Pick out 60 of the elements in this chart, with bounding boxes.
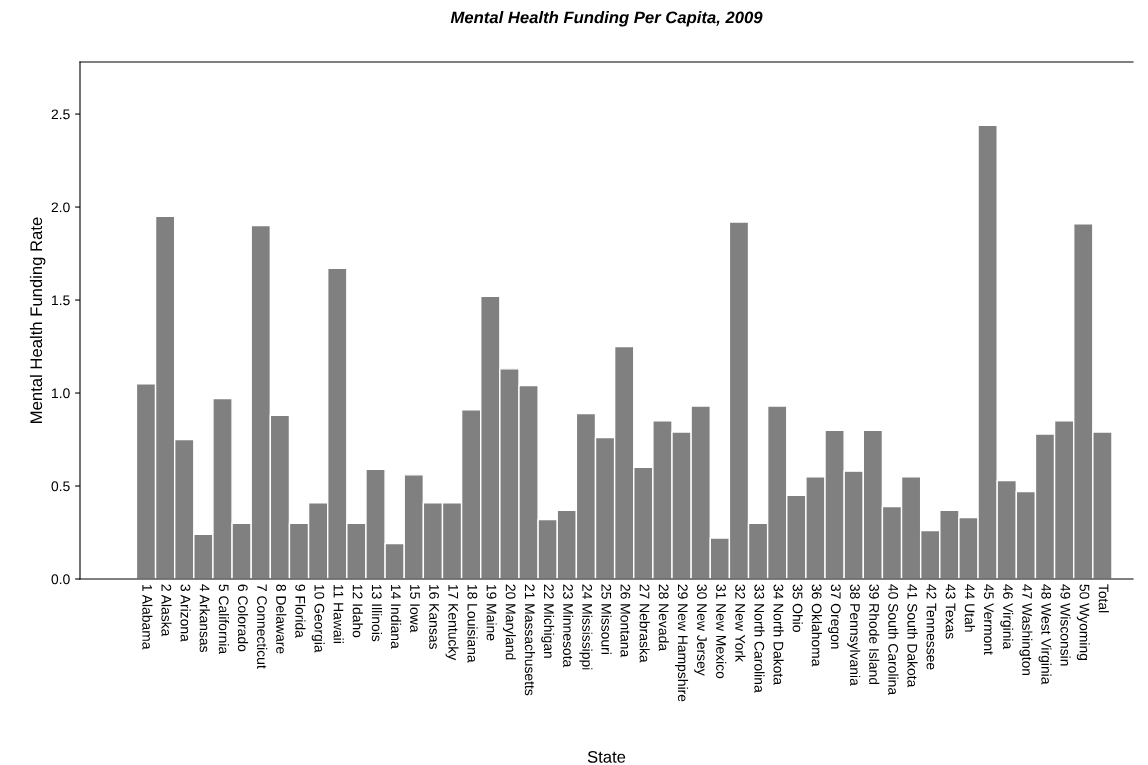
x-tick-label: 3 Arizona [180,584,191,642]
x-tick-label: 36 Oklahoma [811,584,822,667]
x-tick-label: 48 West Virginia [1038,584,1052,685]
y-tick-label: 0.5 [51,481,70,492]
x-tick-label: 49 Wisconsin [1060,584,1071,666]
x-tick-label: 29 New Hampshire [675,584,689,702]
x-tick-label: 12 Idaho [352,584,363,638]
x-tick-label: 15 Iowa [410,584,420,633]
x-tick-label: 14 Indiana [390,584,402,649]
x-tick-label: 9 Florida [295,584,306,638]
x-tick-label: 18 Louisiana [467,584,478,663]
x-tick-label: 23 Minnesota [563,584,574,668]
x-tick-label: 34 North Dakota [773,584,784,685]
y-tick-label: 1.0 [52,388,70,399]
x-tick-label: 45 Vermont [983,584,994,655]
x-tick-label: 47 Washington [1019,584,1033,676]
x-tick-label: 21 Massachusetts [524,584,536,696]
x-tick-label: 39 Rhode Island [869,584,880,685]
x-tick-label: 16 Kansas [429,584,440,649]
x-tick-label: 19 Maine [486,584,497,641]
x-axis-title: State [587,751,626,763]
x-tick-label: Total [1098,584,1109,613]
x-tick-label: 8 Delaware [276,584,287,654]
x-tick-label: 26 Montana [620,584,631,658]
x-tick-label: 42 Tennessee [926,584,937,670]
y-tick-label: 1.5 [52,295,70,306]
x-tick-label: 11 Hawaii [333,584,344,643]
x-tick-label: 33 North Carolina [754,584,765,693]
y-tick-label: 2.0 [51,202,70,213]
x-tick-label: 4 Arkansas [199,584,210,653]
x-tick-label: 30 New Jersey [694,584,707,676]
x-tick-label: 46 Virginia [1000,584,1014,650]
x-tick-label: 13 Illinois [371,584,382,642]
x-tick-label: 50 Wyoming [1076,584,1090,661]
x-tick-label: 44 Utah [964,584,975,632]
x-tick-label: 31 New Mexico [716,584,727,679]
y-tick-label: 0.0 [51,574,70,585]
chart-title: Mental Health Funding Per Capita, 2009 [450,11,763,27]
x-tick-label: 6 Colorado [237,584,249,652]
x-tick-label: 25 Missouri [601,584,612,654]
x-tick-label: 5 California [218,584,229,655]
x-tick-label: 17 Kentucky [445,584,459,661]
x-tick-label: 10 Georgia [311,584,325,653]
x-tick-label: 2 Alaska [161,584,172,637]
x-tick-label: 35 Ohio [792,584,803,632]
x-tick-label: 7 Connecticut [257,584,268,669]
x-tick-label: 28 Nevada [658,584,669,652]
y-tick-label: 2.5 [51,109,70,120]
x-tick-label: 38 Pennsylvania [847,584,861,686]
x-tick-label: 27 Nebraska [639,584,650,663]
x-tick-label: 40 South Carolina [888,584,899,696]
x-tick-label: 20 Maryland [502,584,516,660]
y-axis-title: Mental Health Funding Rate [29,217,46,423]
x-tick-label: 43 Texas [945,584,956,639]
x-tick-label: 22 Michigan [541,584,555,658]
x-tick-label: 41 South Dakota [907,584,918,688]
x-tick-label: 37 Oregon [828,584,841,649]
x-tick-label: 24 Mississippi [579,584,593,670]
x-tick-label: 1 Alabama [142,584,153,650]
x-tick-label: 32 New York [735,584,746,662]
